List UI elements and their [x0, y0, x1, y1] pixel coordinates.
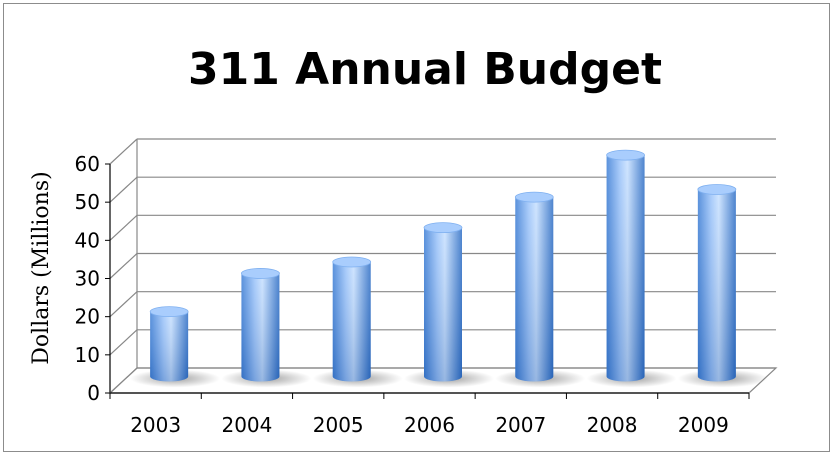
bar-top: [241, 268, 280, 279]
x-tick-label: 2007: [495, 413, 546, 437]
y-tick-label: 30: [75, 267, 100, 291]
x-tick-label: 2003: [130, 413, 181, 437]
gridline-side: [109, 138, 138, 165]
x-tick-label: 2009: [678, 413, 729, 437]
bar-shade: [241, 273, 280, 382]
x-tick-label: 2008: [587, 413, 638, 437]
bar-top: [514, 191, 554, 203]
gridline-side: [109, 253, 138, 279]
gridline-side: [109, 291, 138, 318]
bar-series: [130, 149, 768, 388]
bar-shade: [697, 189, 736, 382]
bar-top: [149, 306, 189, 318]
bar: [495, 191, 586, 388]
x-axis-ticks: 2003 2004 2005 2006 2007 2008 2009: [109, 393, 750, 437]
bar-top: [697, 184, 737, 195]
x-tick-label: 2004: [221, 413, 272, 437]
bar: [404, 222, 494, 388]
bar-top: [423, 222, 463, 234]
y-tick-label: 10: [75, 343, 100, 367]
y-tick-label: 40: [75, 228, 100, 252]
bar: [221, 268, 312, 388]
y-axis-label: Dollars (Millions): [29, 171, 54, 364]
y-tick-label: 20: [75, 305, 100, 329]
gridline-side: [109, 176, 138, 203]
x-tick-label: 2006: [404, 413, 455, 437]
bar-shade: [515, 197, 554, 382]
gridline-side: [109, 214, 138, 241]
bar-shade: [606, 155, 645, 382]
chart-title: 311 Annual Budget: [188, 44, 662, 95]
y-tick-label: 60: [75, 152, 100, 176]
y-tick-label: 50: [75, 190, 100, 214]
bar: [586, 149, 677, 388]
bar: [677, 184, 768, 388]
bar-shade: [424, 227, 462, 382]
y-axis-ticks: 0 10 20 30 40 50 60: [75, 152, 110, 405]
bar-top: [606, 149, 645, 161]
gridline-side: [109, 329, 138, 356]
bar-shade: [150, 311, 189, 382]
y-tick-label: 0: [87, 381, 100, 405]
x-tick-label: 2005: [313, 413, 364, 437]
bar-top: [332, 256, 372, 268]
bar: [130, 306, 221, 388]
bar: [312, 256, 403, 388]
bar-shade: [332, 262, 371, 382]
